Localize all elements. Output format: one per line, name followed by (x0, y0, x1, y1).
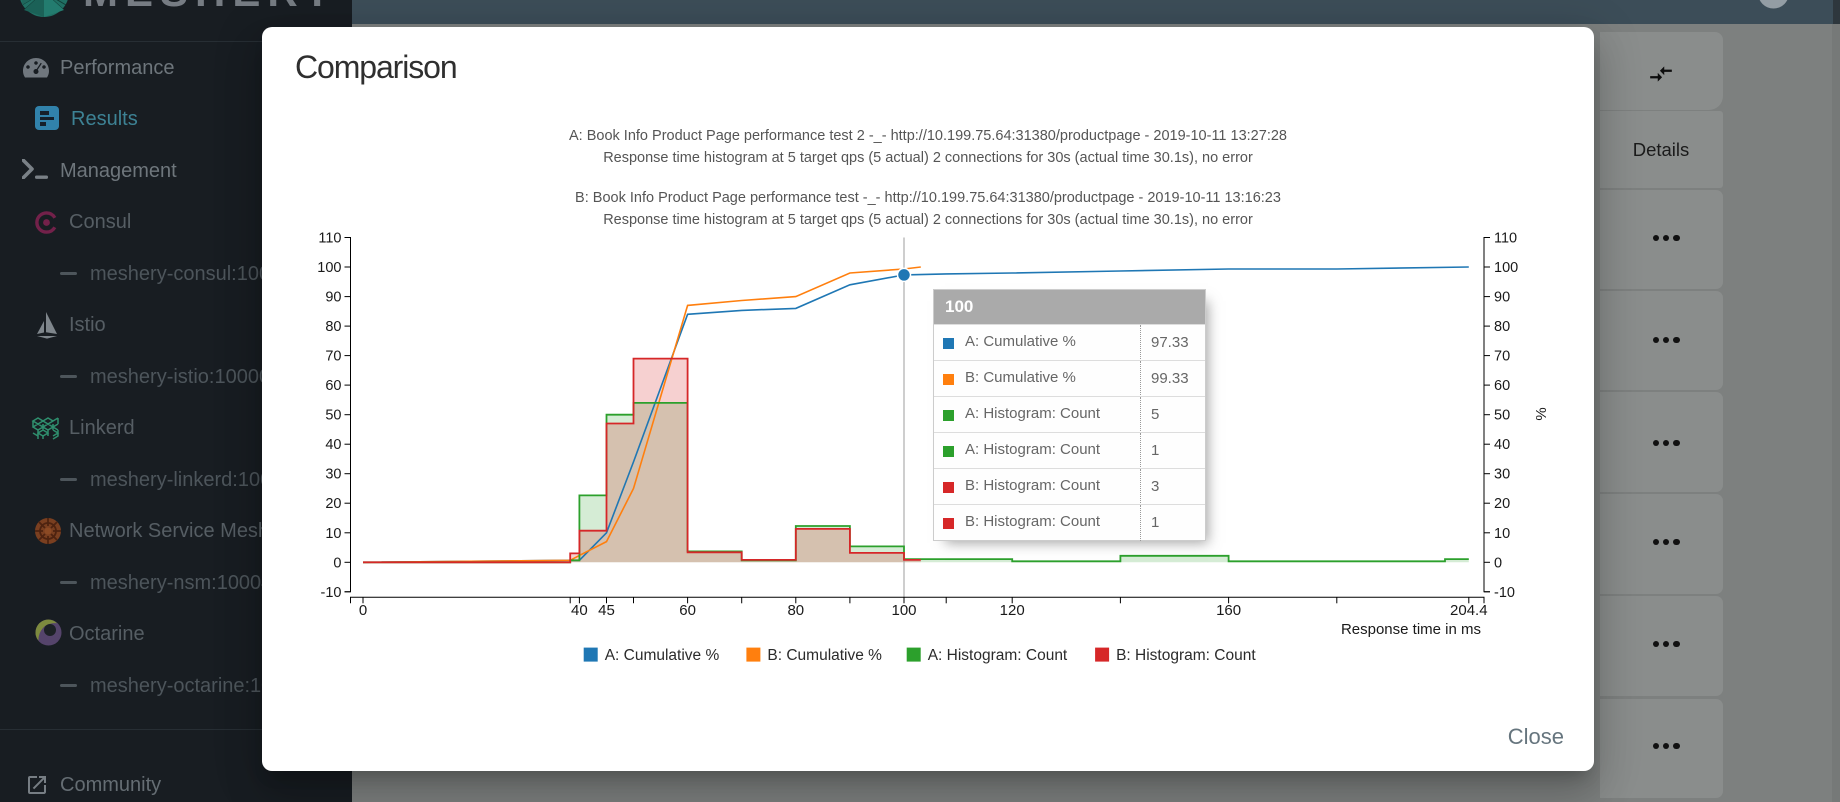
svg-text:B: Histogram: Count: B: Histogram: Count (1116, 647, 1256, 664)
svg-text:70: 70 (1494, 349, 1510, 365)
svg-text:204.4: 204.4 (1450, 602, 1488, 619)
svg-text:%: % (1533, 407, 1550, 420)
svg-text:90: 90 (325, 290, 341, 306)
svg-text:80: 80 (325, 319, 341, 335)
svg-text:30: 30 (1494, 467, 1510, 483)
svg-text:30: 30 (325, 467, 341, 483)
svg-text:45: 45 (598, 602, 615, 619)
svg-text:20: 20 (1494, 496, 1510, 512)
svg-text:60: 60 (1494, 378, 1510, 394)
svg-text:70: 70 (325, 349, 341, 365)
svg-text:100: 100 (891, 602, 916, 619)
svg-text:80: 80 (1494, 319, 1510, 335)
svg-text:110: 110 (1494, 231, 1517, 247)
svg-text:120: 120 (1000, 602, 1025, 619)
svg-text:110: 110 (318, 231, 341, 247)
svg-text:50: 50 (325, 408, 341, 424)
svg-text:100: 100 (317, 260, 341, 276)
svg-text:-10: -10 (1494, 585, 1515, 601)
svg-text:0: 0 (359, 602, 367, 619)
svg-text:Response time in ms: Response time in ms (1341, 621, 1481, 638)
svg-text:0: 0 (1494, 555, 1502, 571)
svg-text:40: 40 (571, 602, 588, 619)
svg-text:A: Cumulative %: A: Cumulative % (605, 647, 720, 664)
svg-text:0: 0 (333, 555, 341, 571)
svg-text:60: 60 (679, 602, 696, 619)
svg-text:40: 40 (325, 437, 341, 453)
svg-text:90: 90 (1494, 290, 1510, 306)
svg-text:100: 100 (1494, 260, 1518, 276)
svg-text:B: Cumulative %: B: Cumulative % (767, 647, 882, 664)
svg-text:40: 40 (1494, 437, 1510, 453)
svg-text:10: 10 (1494, 526, 1510, 542)
svg-text:160: 160 (1216, 602, 1241, 619)
svg-text:50: 50 (1494, 408, 1510, 424)
svg-text:A: Histogram: Count: A: Histogram: Count (928, 647, 1068, 664)
svg-text:-10: -10 (321, 585, 342, 601)
svg-text:60: 60 (325, 378, 341, 394)
svg-text:10: 10 (325, 526, 341, 542)
svg-text:20: 20 (325, 496, 341, 512)
svg-text:80: 80 (787, 602, 804, 619)
